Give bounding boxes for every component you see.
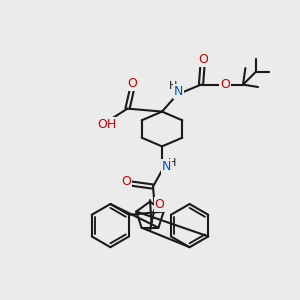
- Text: O: O: [155, 198, 164, 212]
- Text: O: O: [128, 77, 137, 90]
- Text: OH: OH: [97, 118, 116, 131]
- Text: N: N: [162, 160, 172, 173]
- Text: O: O: [198, 53, 208, 67]
- Text: H: H: [169, 81, 177, 92]
- Text: N: N: [174, 85, 183, 98]
- Text: H: H: [168, 158, 176, 169]
- Text: O: O: [220, 77, 230, 91]
- Text: O: O: [121, 175, 131, 188]
